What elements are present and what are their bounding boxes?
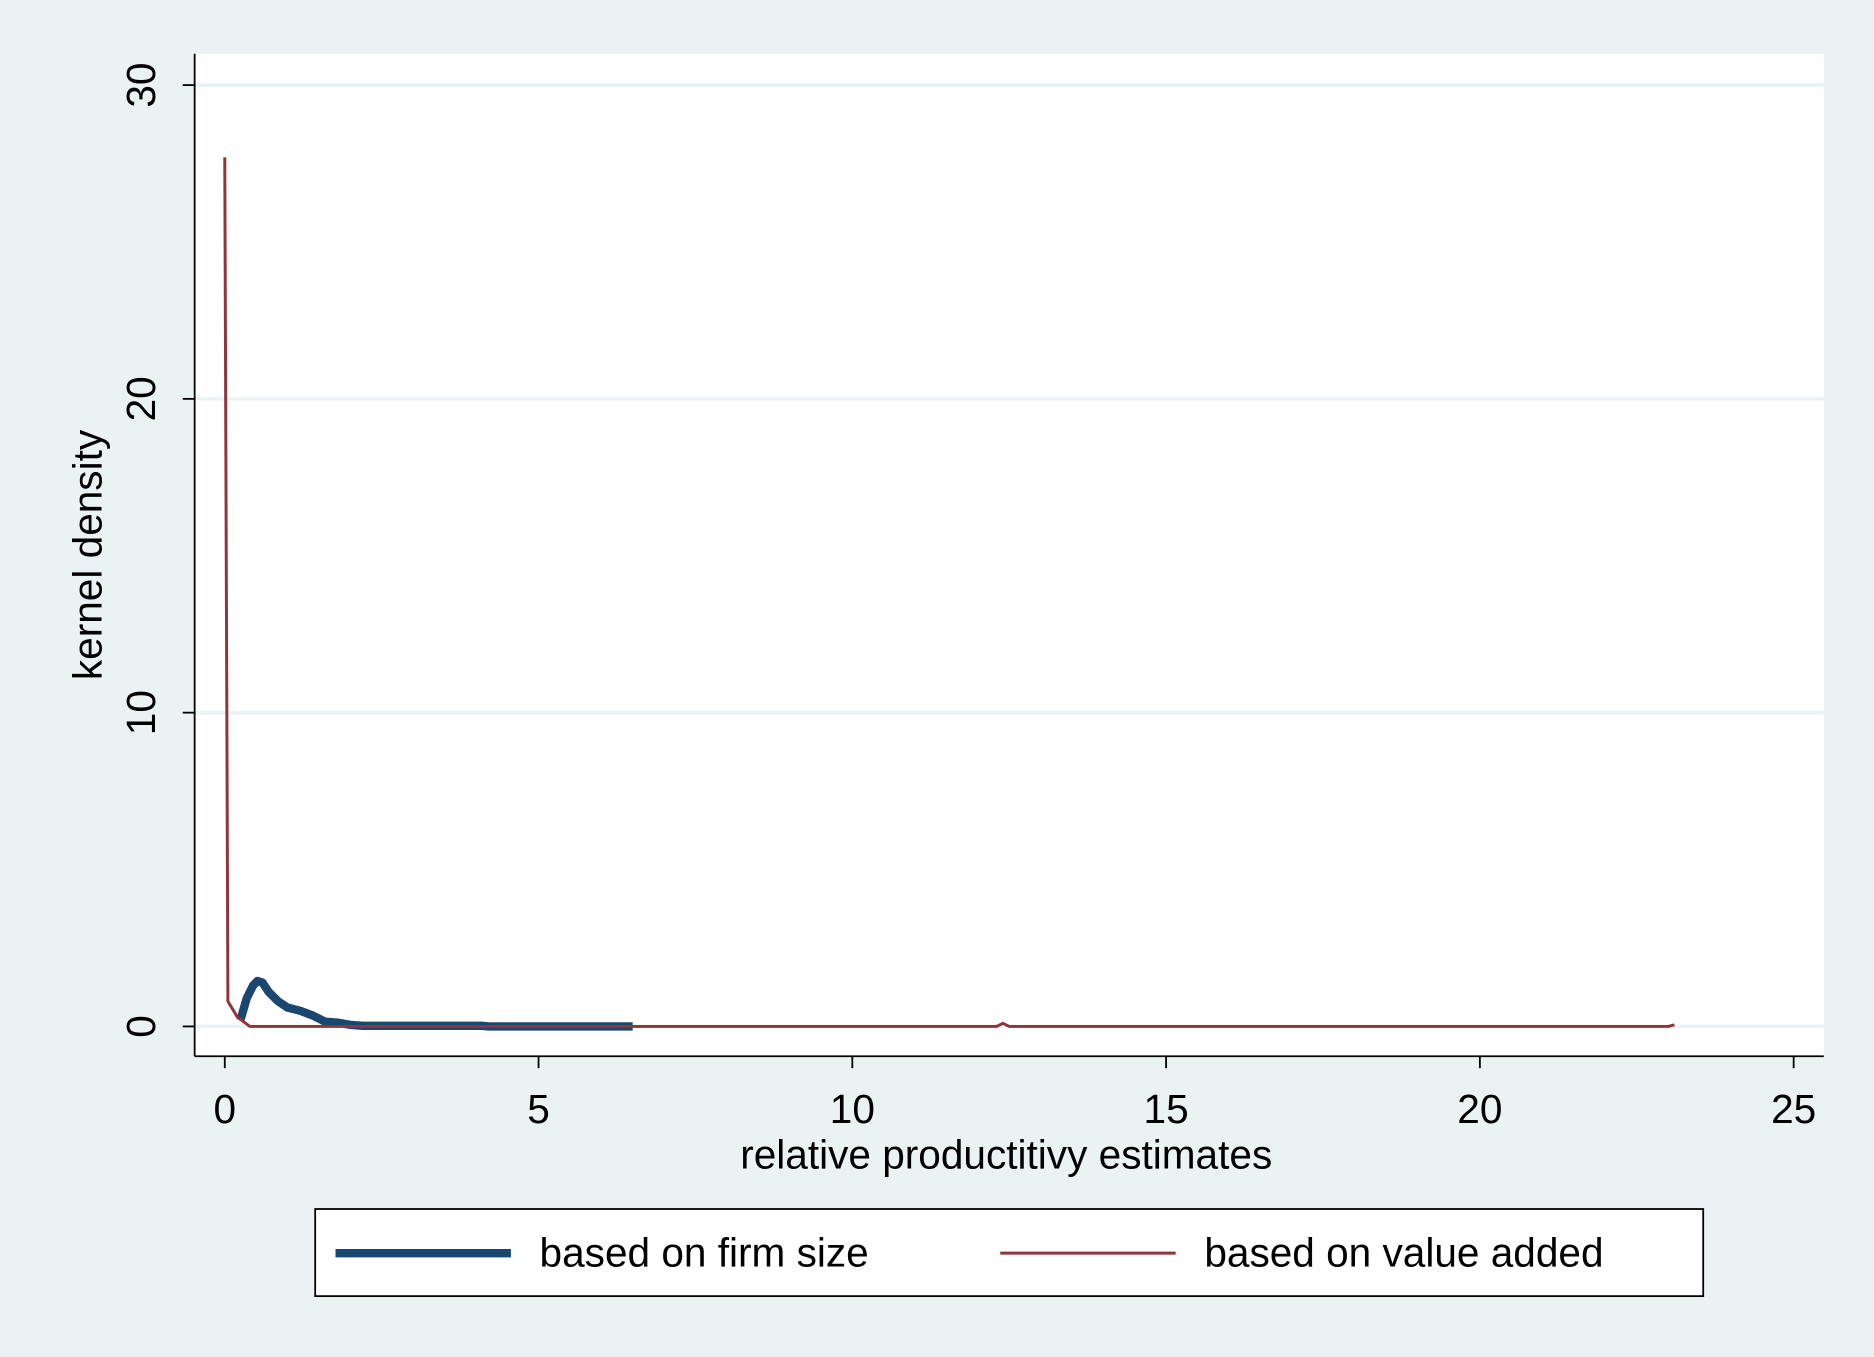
- y-tick-label: 30: [118, 63, 164, 108]
- x-tick-label: 5: [527, 1086, 550, 1132]
- plot-area: [194, 53, 1824, 1057]
- x-tick-label: 0: [213, 1086, 236, 1132]
- y-tick-label: 0: [118, 1015, 164, 1038]
- y-tick-label: 20: [118, 376, 164, 421]
- y-tick-label: 10: [118, 690, 164, 735]
- x-tick-label: 20: [1457, 1086, 1502, 1132]
- x-axis-label: relative productitivy estimates: [740, 1131, 1272, 1177]
- y-axis-label: kernel density: [65, 429, 111, 680]
- line: [223, 157, 1675, 1028]
- x-tick-label: 25: [1771, 1086, 1816, 1132]
- legend-label: based on firm size: [540, 1229, 869, 1275]
- legend-label: based on value added: [1204, 1229, 1603, 1275]
- x-tick-label: 15: [1144, 1086, 1189, 1132]
- x-tick-label: 10: [830, 1086, 875, 1132]
